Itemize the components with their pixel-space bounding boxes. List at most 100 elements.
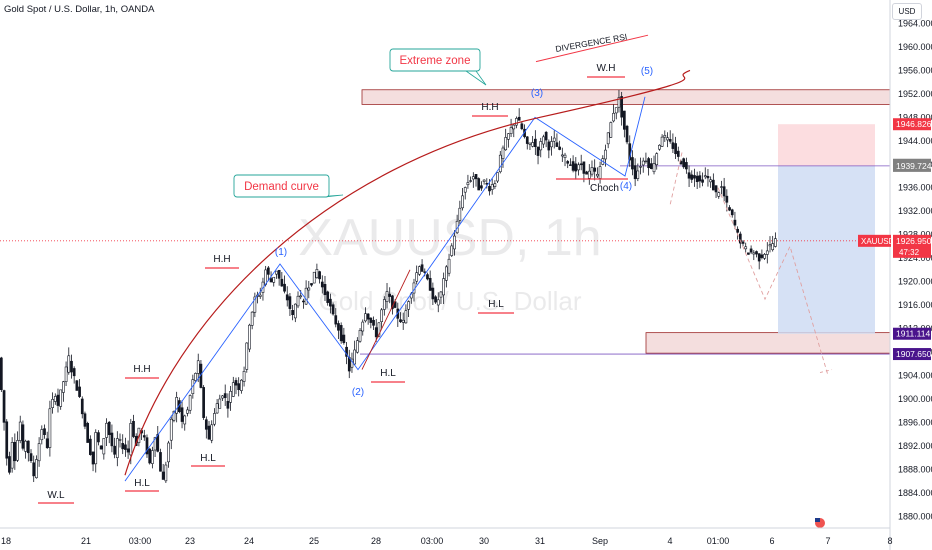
- candle: [641, 157, 645, 173]
- candle: [226, 393, 230, 418]
- candle-body: [539, 141, 543, 151]
- x-tick-label: 21: [81, 536, 91, 546]
- current-price-tag[interactable]: XAUUSD 1926.950 47:32: [858, 234, 932, 258]
- price-tag[interactable]: 1907.650: [893, 348, 932, 361]
- candle: [614, 107, 618, 120]
- candle-body: [353, 349, 357, 365]
- candle-body: [221, 395, 224, 399]
- us-flag-icon[interactable]: [815, 518, 825, 528]
- candle-body: [283, 283, 286, 292]
- candle-body: [21, 424, 25, 449]
- candle: [323, 276, 327, 301]
- candle-body: [469, 180, 472, 182]
- candle-body: [183, 415, 187, 425]
- candle-body: [148, 448, 152, 464]
- candle-body: [596, 173, 599, 177]
- candle: [43, 424, 46, 439]
- candle-body: [609, 122, 613, 138]
- candle: [501, 145, 505, 168]
- candle: [45, 431, 49, 449]
- candle: [536, 146, 540, 165]
- candle: [80, 396, 84, 419]
- label-hh-1-text: H.H: [133, 364, 150, 375]
- candle-body: [728, 207, 731, 211]
- candle: [517, 108, 521, 121]
- candle: [56, 388, 60, 413]
- candle-body: [550, 141, 553, 148]
- candle-body: [598, 166, 602, 179]
- candle-body: [99, 445, 103, 450]
- stop-loss-box[interactable]: [778, 124, 875, 166]
- candle: [40, 425, 44, 445]
- candle: [164, 461, 168, 483]
- candle: [115, 431, 119, 467]
- candle-body: [196, 360, 200, 374]
- demand-curve-callout[interactable]: Demand curve: [233, 174, 344, 198]
- candle-body: [747, 252, 750, 255]
- candle: [426, 272, 429, 281]
- candle-body: [151, 450, 154, 464]
- candle-body: [717, 192, 721, 197]
- candle-body: [676, 150, 680, 157]
- y-tick-label: 1964.000: [898, 18, 932, 28]
- candle-body: [8, 456, 11, 473]
- candle: [585, 170, 588, 175]
- candle: [544, 130, 548, 148]
- candle-body: [248, 324, 251, 350]
- wave-label-5: (5): [641, 66, 653, 77]
- take-profit-box[interactable]: [778, 165, 875, 334]
- candle: [331, 302, 335, 316]
- label-hl-4: H.L: [478, 299, 514, 314]
- candle-body: [641, 160, 645, 166]
- x-tick-label: 8: [887, 536, 892, 546]
- candle-body: [569, 164, 572, 166]
- price-tag[interactable]: 1939.724: [893, 159, 932, 172]
- currency-button[interactable]: USD: [892, 3, 922, 20]
- candle: [318, 270, 321, 284]
- candle-body: [310, 283, 313, 286]
- candle-body: [13, 441, 17, 462]
- candle: [612, 104, 615, 123]
- label-wh: W.H: [587, 63, 625, 78]
- candle: [531, 136, 535, 148]
- candle: [693, 168, 696, 187]
- candle-body: [625, 125, 629, 143]
- candle: [161, 463, 165, 480]
- candle: [744, 242, 748, 253]
- extreme-zone-callout[interactable]: Extreme zone: [389, 48, 487, 86]
- y-tick-label: 1936.000: [898, 183, 932, 193]
- candle-body: [423, 271, 427, 273]
- candle: [102, 438, 106, 460]
- candle-body: [180, 407, 184, 422]
- candle-body: [269, 278, 273, 283]
- candle: [67, 347, 71, 375]
- candle: [560, 147, 564, 162]
- candle: [369, 317, 373, 329]
- candle-body: [639, 166, 642, 168]
- candle: [493, 180, 497, 190]
- candle-body: [218, 398, 222, 409]
- candle: [528, 142, 532, 151]
- candle-body: [533, 138, 537, 148]
- price-tag[interactable]: 1946.826: [893, 118, 932, 131]
- candle-body: [666, 137, 669, 141]
- candle: [695, 171, 699, 189]
- candle-body: [439, 291, 443, 298]
- symbol-title[interactable]: Gold Spot / U.S. Dollar, 1h, OANDA: [4, 4, 155, 15]
- candle-body: [536, 146, 540, 156]
- y-tick-label: 1960.000: [898, 42, 932, 52]
- candle-body: [768, 244, 772, 247]
- projection-path: [717, 187, 829, 376]
- candle: [701, 172, 704, 187]
- candle-body: [690, 174, 694, 180]
- price-tag-text: 1939.724: [896, 161, 932, 171]
- candle-body: [507, 133, 510, 140]
- candle-body: [436, 299, 440, 306]
- candle-body: [517, 116, 521, 121]
- candle-body: [291, 310, 294, 316]
- price-tag[interactable]: 1911.114: [893, 327, 931, 340]
- candle-body: [59, 389, 63, 407]
- candle-body: [757, 253, 761, 262]
